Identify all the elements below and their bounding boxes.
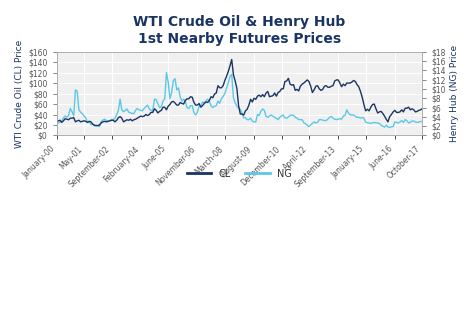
- Y-axis label: WTI Crude Oil (CL) Price: WTI Crude Oil (CL) Price: [15, 39, 24, 148]
- Legend: CL, NG: CL, NG: [182, 165, 296, 183]
- Y-axis label: Henry Hub (NG) Price: Henry Hub (NG) Price: [450, 45, 459, 142]
- Title: WTI Crude Oil & Henry Hub
1st Nearby Futures Prices: WTI Crude Oil & Henry Hub 1st Nearby Fut…: [133, 15, 346, 46]
